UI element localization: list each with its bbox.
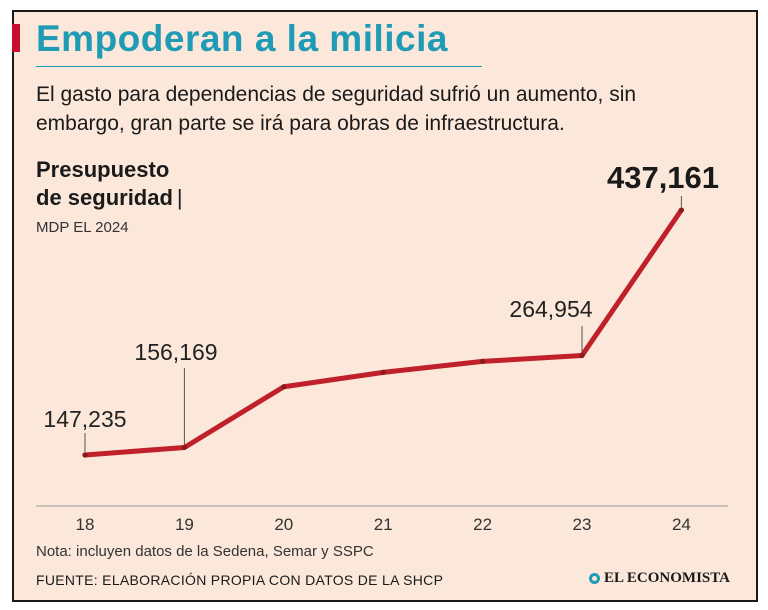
tick-label-layer: 18 19 20 21 22 23 24 [76, 515, 691, 534]
data-point [480, 358, 486, 364]
data-point [678, 207, 685, 213]
x-tick-label: 21 [374, 515, 393, 534]
x-tick-label: 22 [473, 515, 492, 534]
data-point [579, 352, 585, 359]
brand-logo: EL ECONOMISTA [589, 570, 730, 587]
subtitle: El gasto para dependencias de seguridad … [36, 83, 637, 135]
data-label-layer: 147,235 156,169 264,954 437,161 [43, 160, 719, 452]
chart-title: Presupuesto de seguridad | [36, 156, 183, 212]
chart-title-separator: | [176, 185, 183, 210]
chart-title-line1: Presupuesto [36, 157, 170, 182]
x-tick-label: 19 [175, 515, 194, 534]
data-label: 147,235 [43, 406, 126, 432]
x-tick-label: 18 [76, 515, 95, 534]
data-point [380, 369, 386, 375]
data-label: 264,954 [509, 296, 592, 322]
title-accent-bar [12, 24, 20, 52]
brand-name: EL ECONOMISTA [604, 570, 730, 586]
chart-title-line2: de seguridad [36, 185, 173, 210]
x-tick-label: 23 [573, 515, 592, 534]
series-line [82, 207, 684, 458]
data-point [181, 444, 187, 451]
x-tick-label: 24 [672, 515, 691, 534]
data-point [82, 452, 88, 458]
brand-icon [589, 573, 600, 584]
title-underline [36, 66, 482, 67]
x-tick-label: 20 [274, 515, 293, 534]
footnote: Nota: incluyen datos de la Sedena, Semar… [36, 543, 374, 560]
line-layer [82, 207, 685, 458]
infographic-card [12, 10, 758, 602]
page-title: Empoderan a la milicia [36, 18, 448, 59]
source-text: FUENTE: ELABORACIÓN PROPIA CON DATOS DE … [36, 572, 444, 588]
chart-unit: MDP EL 2024 [36, 219, 129, 236]
data-label: 156,169 [134, 339, 217, 365]
data-label-highlight: 437,161 [607, 160, 719, 195]
data-point [281, 384, 287, 390]
